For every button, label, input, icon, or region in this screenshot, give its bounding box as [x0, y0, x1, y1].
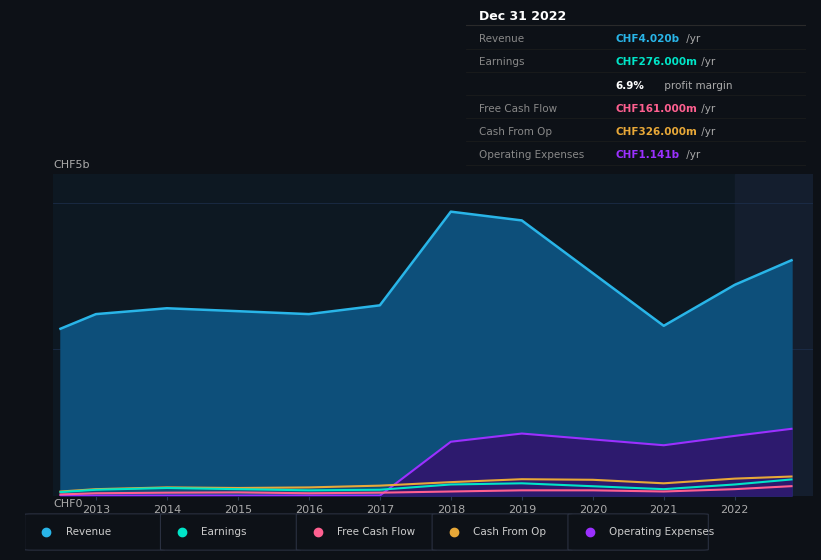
Text: CHF5b: CHF5b	[53, 160, 89, 170]
Text: profit margin: profit margin	[662, 81, 733, 91]
Text: /yr: /yr	[683, 34, 700, 44]
Text: Revenue: Revenue	[479, 34, 525, 44]
Text: /yr: /yr	[683, 150, 700, 160]
Text: CHF4.020b: CHF4.020b	[616, 34, 680, 44]
Text: Free Cash Flow: Free Cash Flow	[337, 527, 415, 537]
FancyBboxPatch shape	[296, 514, 437, 550]
Text: Dec 31 2022: Dec 31 2022	[479, 10, 566, 22]
Text: CHF276.000m: CHF276.000m	[616, 58, 697, 67]
Text: Earnings: Earnings	[201, 527, 247, 537]
Text: CHF161.000m: CHF161.000m	[616, 104, 697, 114]
Text: CHF1.141b: CHF1.141b	[616, 150, 680, 160]
Text: Operating Expenses: Operating Expenses	[609, 527, 714, 537]
Text: /yr: /yr	[698, 127, 715, 137]
Bar	[735, 174, 813, 496]
FancyBboxPatch shape	[432, 514, 572, 550]
Text: Cash From Op: Cash From Op	[473, 527, 546, 537]
FancyBboxPatch shape	[25, 514, 165, 550]
Text: Revenue: Revenue	[66, 527, 111, 537]
FancyBboxPatch shape	[568, 514, 709, 550]
Text: Cash From Op: Cash From Op	[479, 127, 553, 137]
Text: /yr: /yr	[698, 104, 715, 114]
FancyBboxPatch shape	[160, 514, 300, 550]
Text: /yr: /yr	[698, 58, 715, 67]
Text: CHF0: CHF0	[53, 499, 83, 509]
Text: CHF326.000m: CHF326.000m	[616, 127, 697, 137]
Text: Operating Expenses: Operating Expenses	[479, 150, 585, 160]
Text: Free Cash Flow: Free Cash Flow	[479, 104, 557, 114]
Text: 6.9%: 6.9%	[616, 81, 644, 91]
Text: Earnings: Earnings	[479, 58, 525, 67]
